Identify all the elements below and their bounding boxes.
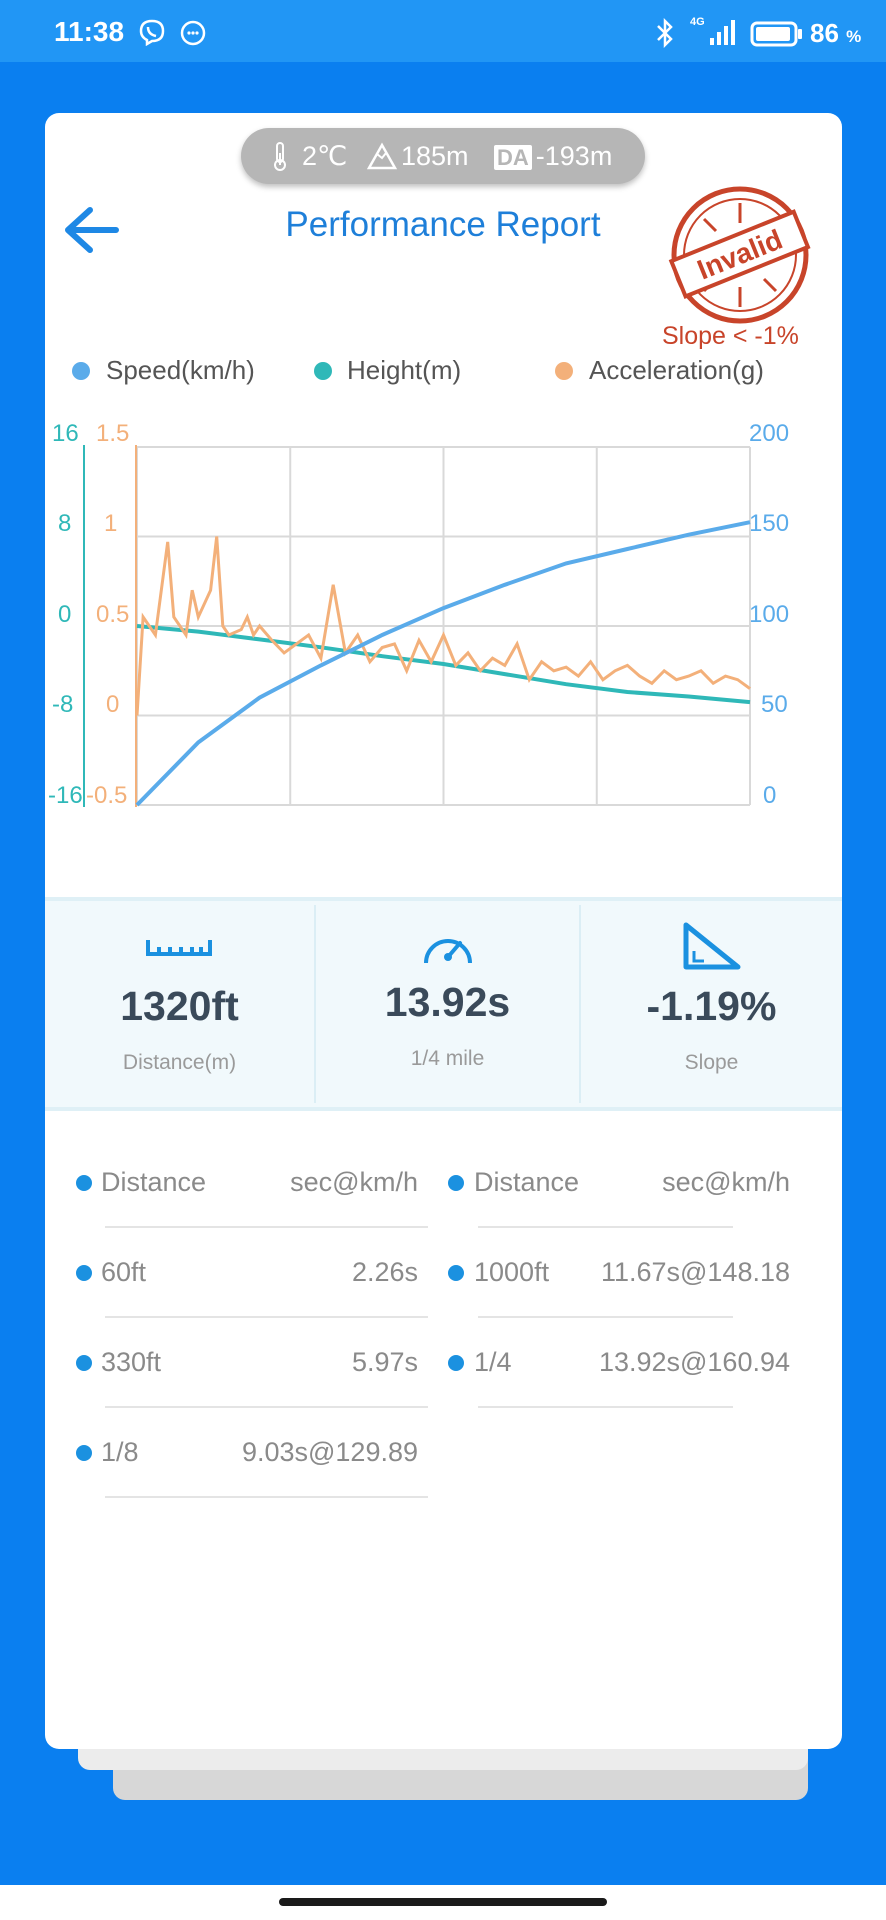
speed-tick-label: 150	[749, 510, 790, 537]
result-distance: 1/4	[474, 1347, 512, 1377]
height-tick-label: 16	[52, 420, 79, 447]
acceleration-tick-label: 0.5	[96, 601, 130, 628]
legend-speed-label: Speed(km/h)	[106, 355, 255, 385]
stat-value: 13.92s	[384, 979, 511, 1025]
results-header-distance: Distance	[101, 1167, 207, 1197]
height-tick-label: 0	[58, 601, 72, 628]
row-bullet	[76, 1265, 92, 1281]
home-indicator[interactable]	[279, 1898, 607, 1906]
speedometer-icon	[420, 927, 476, 972]
row-divider	[105, 1496, 428, 1498]
chat-app-icon	[180, 20, 206, 51]
row-divider	[105, 1406, 428, 1408]
result-distance: 1/8	[101, 1437, 139, 1467]
result-value: 13.92s@160.94	[598, 1347, 790, 1377]
stat-distance: 1320ft Distance(m)	[45, 901, 314, 1107]
stat-label: Slope	[684, 1051, 739, 1074]
results-header-value: sec@km/h	[290, 1167, 418, 1197]
result-distance: 60ft	[101, 1257, 147, 1287]
acceleration-tick-label: -0.5	[86, 782, 128, 809]
battery-icon	[750, 21, 804, 52]
speed-tick-label: 100	[749, 601, 790, 628]
speed-tick-label: 0	[763, 782, 777, 809]
stats-panel: 1320ft Distance(m) 13.92s 1/4 mile -1.19…	[45, 897, 842, 1111]
speed-tick-label: 50	[761, 691, 788, 718]
invalid-stamp: Invalid	[668, 183, 812, 327]
acceleration-tick-label: 1	[104, 510, 118, 537]
ruler-icon	[146, 936, 212, 963]
row-divider	[105, 1316, 428, 1318]
status-time: 11:38	[54, 16, 125, 47]
speed-series-line	[135, 520, 751, 807]
back-arrow-icon	[65, 207, 119, 253]
results-header-distance: Distance	[474, 1167, 580, 1197]
stat-value: -1.19%	[646, 983, 777, 1029]
network-type: 4G	[690, 16, 705, 28]
row-divider	[105, 1226, 428, 1228]
acceleration-series-line	[135, 536, 751, 716]
legend-height-label: Height(m)	[347, 355, 462, 385]
da-badge: DA	[494, 145, 532, 170]
stat-label: Distance(m)	[122, 1051, 237, 1074]
result-distance: 330ft	[101, 1347, 162, 1377]
viber-icon	[138, 18, 166, 51]
row-divider	[478, 1406, 733, 1408]
row-bullet	[76, 1445, 92, 1461]
row-bullet	[76, 1175, 92, 1191]
legend-height-dot	[314, 362, 332, 380]
result-value: 9.03s@129.89	[241, 1437, 418, 1467]
performance-chart	[83, 445, 751, 807]
environment-info-pill: 2℃ 185m DA -193m	[241, 128, 645, 184]
result-distance: 1000ft	[474, 1257, 550, 1287]
row-divider	[478, 1316, 733, 1318]
legend-speed-dot	[72, 362, 90, 380]
stat-quarter-mile: 13.92s 1/4 mile	[316, 901, 579, 1107]
acceleration-tick-label: 1.5	[96, 420, 130, 447]
legend-acceleration-dot	[555, 362, 573, 380]
density-altitude-value: -193m	[535, 141, 613, 171]
density-altitude: DA -193m	[494, 141, 612, 172]
back-button[interactable]	[58, 200, 122, 260]
slope-icon	[682, 921, 742, 976]
signal-icon	[708, 18, 740, 51]
stat-slope: -1.19% Slope	[581, 901, 842, 1107]
status-bar: 11:38 4G 86 %	[0, 0, 886, 62]
row-bullet	[448, 1355, 464, 1371]
row-bullet	[76, 1355, 92, 1371]
height-tick-label: -8	[52, 691, 74, 718]
stamp-note: Slope < -1%	[662, 322, 799, 350]
thermometer-icon	[271, 141, 289, 178]
stat-divider	[579, 905, 581, 1103]
page-title: Performance Report	[285, 205, 601, 244]
stat-value: 1320ft	[120, 983, 239, 1029]
height-tick-label: -16	[48, 782, 83, 809]
stat-label: 1/4 mile	[410, 1047, 485, 1070]
battery-level: 86 %	[810, 18, 862, 48]
acceleration-tick-label: 0	[106, 691, 120, 718]
row-bullet	[448, 1265, 464, 1281]
height-tick-label: 8	[58, 510, 72, 537]
legend-acceleration-label: Acceleration(g)	[589, 355, 764, 385]
row-divider	[478, 1226, 733, 1228]
mountain-icon	[366, 142, 398, 177]
row-bullet	[448, 1175, 464, 1191]
stat-divider	[314, 905, 316, 1103]
result-value: 11.67s@148.18	[600, 1257, 790, 1287]
bluetooth-icon	[655, 17, 675, 53]
height-series-line	[136, 624, 751, 705]
temperature-value: 2℃	[302, 141, 348, 171]
results-header-value: sec@km/h	[662, 1167, 790, 1197]
speed-tick-label: 200	[749, 420, 790, 447]
result-value: 2.26s	[351, 1257, 418, 1287]
altitude-value: 185m	[401, 141, 469, 171]
result-value: 5.97s	[351, 1347, 418, 1377]
